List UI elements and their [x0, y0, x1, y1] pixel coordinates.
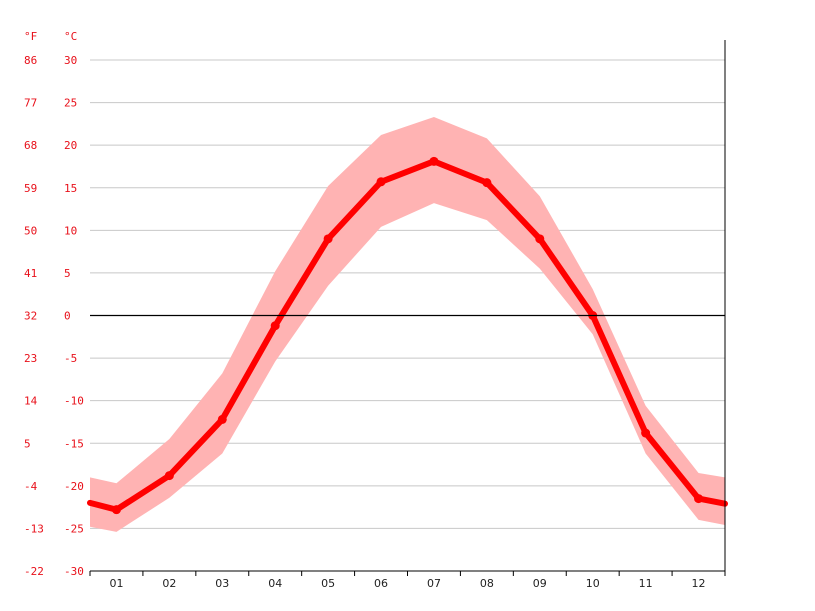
range-band-area	[90, 117, 725, 532]
x-tick-label: 11	[639, 577, 653, 590]
y-tick-label-fahrenheit: 32	[24, 310, 37, 323]
temperature-range-band	[90, 117, 725, 532]
data-point	[323, 234, 333, 244]
y-tick-label-celsius: 10	[64, 224, 77, 237]
y-tick-label-celsius: -15	[64, 437, 84, 450]
y-tick-label-celsius: -20	[64, 480, 84, 493]
y-tick-label-celsius: -25	[64, 522, 84, 535]
x-tick-label: 04	[268, 577, 282, 590]
y-tick-label-fahrenheit: -22	[24, 565, 44, 578]
y-tick-label-celsius: 5	[64, 267, 71, 280]
y-tick-label-celsius: 0	[64, 310, 71, 323]
y-tick-label-celsius: -30	[64, 565, 84, 578]
y-tick-label-fahrenheit: 14	[24, 395, 38, 408]
x-tick-label: 05	[321, 577, 335, 590]
x-tick-label: 12	[692, 577, 706, 590]
data-point	[270, 321, 280, 331]
y-tick-label-celsius: 30	[64, 54, 77, 67]
tick-labels: 30862577206815591050541032-523-1014-155-…	[24, 54, 706, 590]
data-point	[111, 505, 121, 515]
y-tick-label-celsius: 25	[64, 97, 77, 110]
y-tick-label-fahrenheit: 68	[24, 139, 37, 152]
y-tick-label-fahrenheit: 59	[24, 182, 37, 195]
unit-celsius: °C	[64, 30, 77, 43]
y-tick-label-fahrenheit: 41	[24, 267, 37, 280]
y-tick-label-celsius: 20	[64, 139, 77, 152]
x-tick-label: 03	[215, 577, 229, 590]
y-tick-label-fahrenheit: -4	[24, 480, 38, 493]
y-tick-label-fahrenheit: 5	[24, 437, 31, 450]
data-point	[217, 414, 227, 424]
y-tick-label-celsius: 15	[64, 182, 77, 195]
unit-fahrenheit: °F	[24, 30, 37, 43]
data-point	[164, 471, 174, 481]
y-tick-label-fahrenheit: 50	[24, 224, 37, 237]
data-point	[535, 234, 545, 244]
axes	[89, 40, 726, 576]
data-point	[429, 156, 439, 166]
x-tick-label: 02	[162, 577, 176, 590]
data-point	[641, 428, 651, 438]
y-tick-label-fahrenheit: 77	[24, 97, 37, 110]
mean-temperature-line	[87, 158, 728, 513]
y-tick-label-celsius: -10	[64, 395, 84, 408]
y-tick-label-fahrenheit: 86	[24, 54, 37, 67]
x-tick-label: 10	[586, 577, 600, 590]
y-tick-label-fahrenheit: -13	[24, 522, 44, 535]
y-tick-label-fahrenheit: 23	[24, 352, 37, 365]
data-point	[482, 178, 492, 188]
x-tick-label: 09	[533, 577, 547, 590]
x-tick-label: 01	[109, 577, 123, 590]
x-tick-label: 08	[480, 577, 494, 590]
data-point	[694, 494, 704, 504]
y-tick-label-celsius: -5	[64, 352, 77, 365]
temperature-line	[87, 156, 728, 515]
data-point	[376, 177, 386, 187]
x-tick-label: 07	[427, 577, 441, 590]
x-tick-label: 06	[374, 577, 388, 590]
